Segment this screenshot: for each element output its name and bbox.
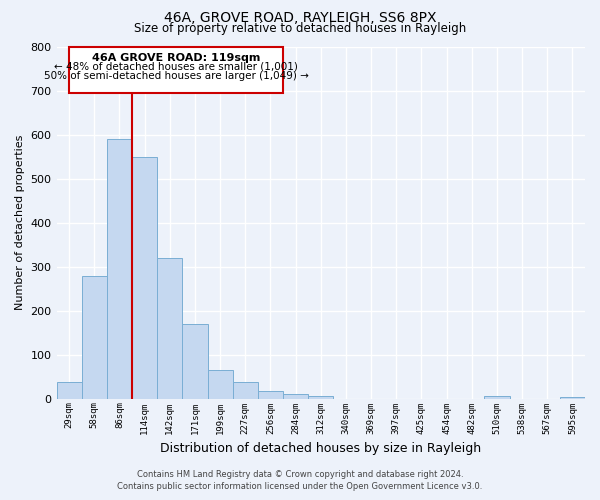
Bar (107, 139, 132, 398)
Bar (82, 276, 107, 398)
Bar (56, 382, 82, 398)
X-axis label: Distribution of detached houses by size in Rayleigh: Distribution of detached houses by size … (160, 442, 481, 455)
Bar (233, 382, 258, 398)
Bar (208, 370, 233, 398)
Bar (484, 396, 509, 398)
Y-axis label: Number of detached properties: Number of detached properties (15, 135, 25, 310)
Text: 46A GROVE ROAD: 119sqm: 46A GROVE ROAD: 119sqm (92, 53, 260, 63)
Text: 50% of semi-detached houses are larger (1,049) →: 50% of semi-detached houses are larger (… (44, 70, 308, 81)
Bar (308, 396, 334, 398)
Bar (157, 258, 182, 398)
Text: 46A, GROVE ROAD, RAYLEIGH, SS6 8PX: 46A, GROVE ROAD, RAYLEIGH, SS6 8PX (164, 11, 436, 25)
Bar (69, 46, 283, 92)
Bar (283, 394, 308, 398)
Bar (258, 390, 283, 398)
Text: Contains HM Land Registry data © Crown copyright and database right 2024.
Contai: Contains HM Land Registry data © Crown c… (118, 470, 482, 491)
Text: ← 48% of detached houses are smaller (1,001): ← 48% of detached houses are smaller (1,… (54, 62, 298, 72)
Text: Size of property relative to detached houses in Rayleigh: Size of property relative to detached ho… (134, 22, 466, 35)
Bar (132, 156, 157, 398)
Bar (182, 324, 208, 398)
